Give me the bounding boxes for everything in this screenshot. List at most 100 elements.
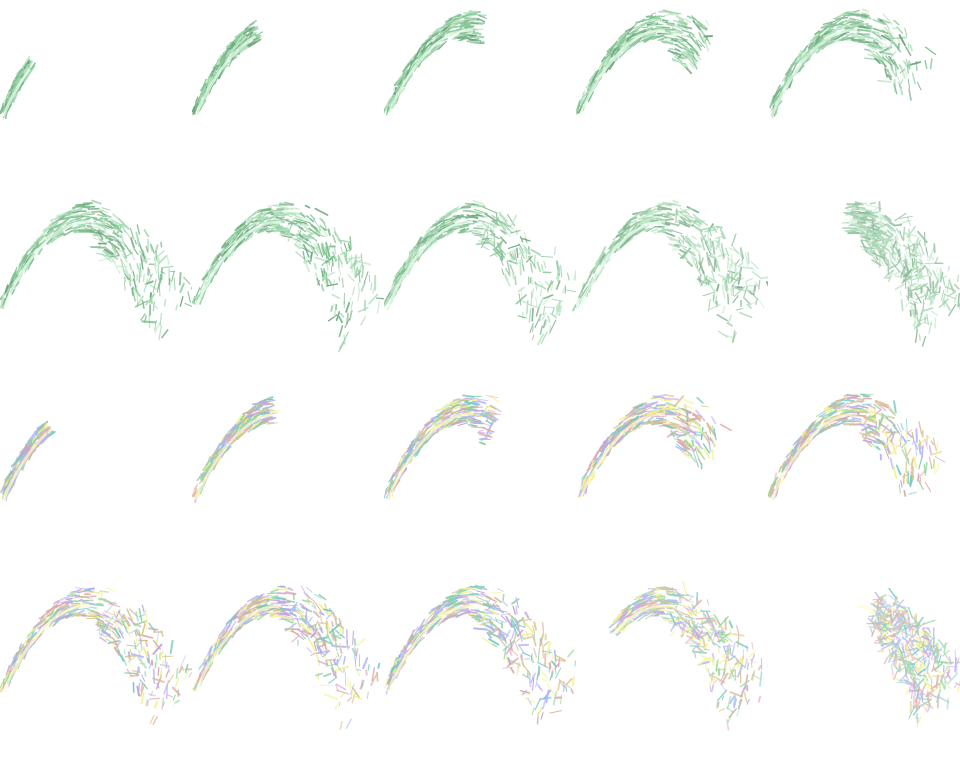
strand (159, 312, 162, 327)
strand (892, 424, 900, 433)
strand (720, 243, 725, 259)
strand (154, 244, 159, 253)
strand (684, 47, 697, 54)
strand (454, 35, 460, 39)
strand (149, 242, 153, 253)
strand (33, 236, 42, 245)
strand (237, 232, 244, 239)
strand (192, 490, 195, 497)
strand (209, 455, 218, 463)
strand (881, 56, 893, 66)
arch-highlight (386, 412, 474, 501)
strand (72, 210, 81, 214)
strand (150, 243, 155, 254)
strand (512, 273, 515, 280)
strand (438, 416, 449, 422)
strand (593, 260, 600, 271)
strand (915, 322, 918, 334)
strand (719, 228, 727, 240)
strand (233, 228, 242, 235)
strand (608, 439, 614, 445)
strand (479, 437, 489, 440)
strand (267, 398, 274, 401)
strand (663, 397, 679, 401)
strand (910, 305, 914, 316)
strand (17, 448, 25, 462)
strand (758, 300, 765, 309)
strand (338, 268, 342, 276)
strand (928, 321, 933, 334)
strand (509, 226, 515, 230)
strand (495, 239, 505, 249)
strand (672, 417, 682, 422)
strand (677, 433, 688, 437)
strand (305, 229, 313, 235)
strand (534, 318, 540, 328)
strand (893, 19, 900, 26)
strand (666, 394, 675, 398)
strand (509, 252, 515, 261)
strand (638, 421, 647, 429)
strand (361, 265, 365, 279)
strand (928, 247, 935, 261)
strand (681, 247, 691, 259)
arch-highlight (194, 413, 273, 501)
strand (611, 47, 616, 52)
strand (695, 433, 703, 437)
strand (338, 276, 341, 282)
strand (348, 309, 353, 321)
strand (152, 279, 157, 293)
strand (448, 25, 463, 29)
strand-cluster (384, 10, 488, 117)
strand (472, 227, 484, 230)
strand (411, 444, 416, 449)
strand (271, 224, 279, 227)
strand (61, 214, 74, 223)
strand (477, 14, 488, 19)
strand (239, 414, 246, 421)
strand (104, 218, 117, 228)
strand (16, 77, 21, 86)
strand (70, 229, 81, 232)
strand (942, 276, 946, 286)
strand (709, 425, 715, 436)
strand (885, 55, 892, 64)
strand (792, 449, 798, 455)
strand (887, 263, 899, 270)
strand (916, 81, 922, 91)
strand (628, 221, 642, 228)
strand (619, 39, 627, 50)
strand (451, 421, 463, 426)
strand (267, 409, 276, 413)
strand (668, 243, 680, 249)
strand (478, 14, 487, 16)
strand (539, 288, 543, 297)
strand (700, 234, 707, 242)
strand (352, 286, 355, 296)
strand (890, 221, 896, 226)
frame-10 (768, 192, 960, 384)
strand (230, 423, 237, 433)
strand (145, 293, 156, 306)
strand (889, 251, 896, 261)
strand (708, 257, 715, 272)
strand (650, 396, 658, 400)
strand (698, 32, 705, 43)
strand (721, 284, 726, 299)
strand (686, 35, 692, 39)
strand (710, 416, 717, 425)
strand (599, 445, 604, 452)
strand (257, 216, 268, 220)
strand (278, 203, 294, 206)
strand (675, 411, 685, 421)
strand (530, 248, 542, 256)
strand (601, 56, 606, 63)
strand (899, 215, 913, 219)
strand (311, 216, 316, 223)
strand (674, 37, 688, 42)
strand (233, 34, 243, 42)
strand (443, 228, 457, 233)
strand (337, 254, 340, 269)
strand-cluster (576, 9, 714, 117)
strand (19, 67, 24, 76)
